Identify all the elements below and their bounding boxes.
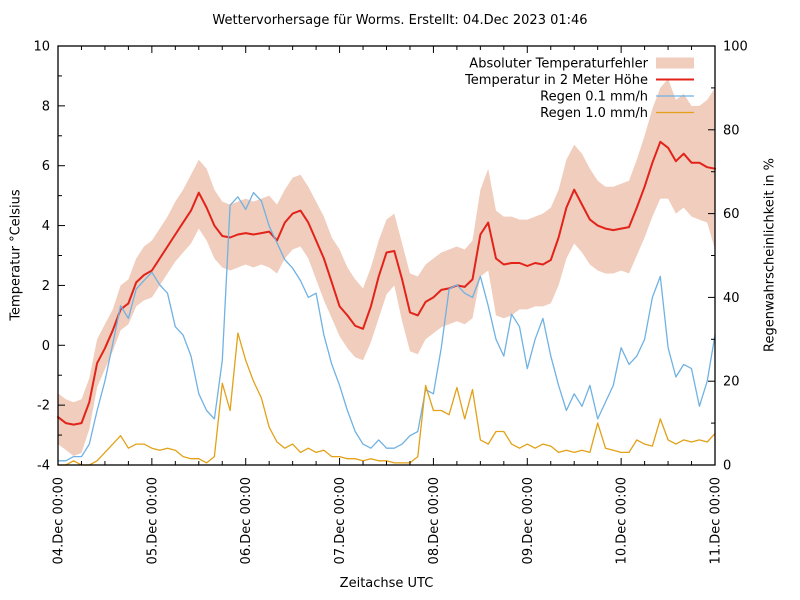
y-left-tick-label: 10: [33, 40, 50, 55]
chart-title: Wettervorhersage für Worms. Erstellt: 04…: [212, 13, 588, 28]
x-tick-label: 10.Dec 00:00: [615, 477, 630, 564]
y-right-tick-label: 0: [723, 459, 731, 474]
series-band-temperaturfehler: [58, 78, 715, 457]
x-tick-label: 05.Dec 00:00: [145, 477, 160, 564]
y-right-tick-label: 80: [723, 123, 740, 138]
legend-label: Regen 0.1 mm/h: [540, 90, 648, 105]
x-axis-label: Zeitachse UTC: [339, 576, 434, 591]
y-left-tick-label: 2: [42, 279, 50, 294]
y-left-tick-label: 0: [42, 339, 50, 354]
y-axis-left-label: Temperatur °Celsius: [8, 189, 24, 321]
series-line-temperatur: [57, 140, 716, 426]
y-left-tick-label: -4: [37, 459, 50, 474]
x-tick-label: 11.Dec 00:00: [709, 477, 724, 564]
legend-label: Temperatur in 2 Meter Höhe: [464, 73, 648, 88]
x-tick-label: 08.Dec 00:00: [427, 477, 442, 564]
y-left-tick-label: 4: [42, 219, 50, 234]
y-axis-right-label: Regenwahrscheinlichkeit in %: [762, 158, 778, 352]
legend-label: Regen 1.0 mm/h: [540, 106, 648, 121]
x-tick-label: 07.Dec 00:00: [333, 477, 348, 564]
y-right-tick-label: 40: [723, 291, 740, 306]
x-tick-label: 04.Dec 00:00: [52, 477, 67, 564]
series-line-regen-01: [57, 191, 716, 462]
y-right-tick-label: 100: [723, 40, 748, 55]
y-right-tick-label: 20: [723, 375, 740, 390]
y-left-tick-label: 8: [42, 99, 50, 114]
series-line-regen-10: [57, 332, 716, 466]
x-tick-label: 06.Dec 00:00: [239, 477, 254, 564]
legend-label: Absoluter Temperaturfehler: [469, 57, 648, 72]
y-right-tick-label: 60: [723, 207, 740, 222]
x-tick-label: 09.Dec 00:00: [521, 477, 536, 564]
y-left-tick-label: -2: [37, 399, 50, 414]
legend-band-swatch: [656, 57, 694, 69]
y-left-tick-label: 6: [42, 159, 50, 174]
